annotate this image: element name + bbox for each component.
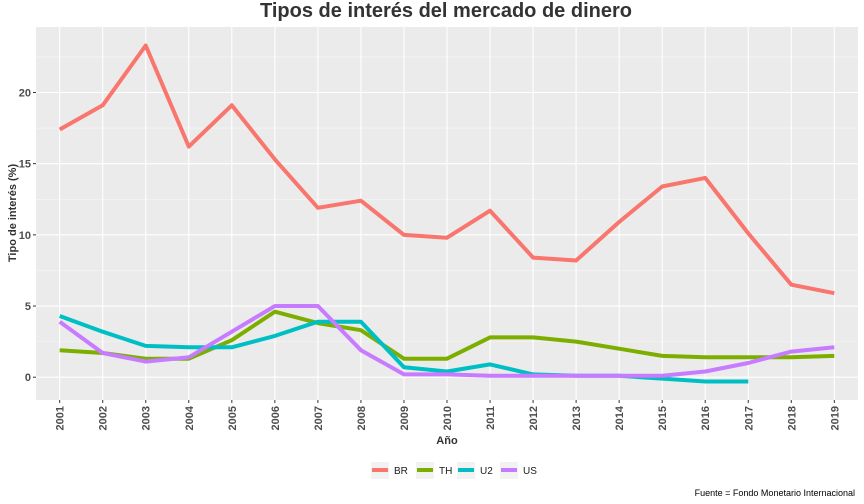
x-tick-label: 2009 (399, 406, 411, 430)
x-tick-label: 2017 (743, 406, 755, 430)
legend-label-us: US (523, 466, 537, 477)
grid-major (36, 27, 858, 400)
x-tick-label: 2008 (356, 406, 368, 430)
x-tick-label: 2015 (657, 406, 669, 430)
legend-label-br: BR (394, 466, 408, 477)
x-tick-label: 2003 (141, 406, 153, 430)
y-tick-label: 20 (19, 87, 31, 99)
x-axis-title: Año (436, 435, 458, 447)
x-tick-label: 2006 (270, 406, 282, 430)
x-tick-label: 2013 (571, 406, 583, 430)
x-tick-label: 2010 (442, 406, 454, 430)
y-tick-label: 0 (25, 372, 31, 384)
x-tick-label: 2002 (98, 406, 110, 430)
y-tick-label: 15 (19, 159, 31, 171)
y-axis-title: Tipo de interés (%) (7, 164, 19, 263)
series-lines (58, 43, 835, 384)
legend: BR TH U2 US (371, 462, 537, 479)
x-tick-label: 2019 (829, 406, 841, 430)
y-tick-label: 10 (19, 230, 31, 242)
x-tick-label: 2012 (528, 406, 540, 430)
caption: Fuente = Fondo Monetario Internacional (695, 488, 855, 498)
y-tick-label: 5 (25, 301, 31, 313)
legend-label-th: TH (439, 466, 452, 477)
y-axis-ticks: 0 5 10 15 20 (19, 87, 36, 384)
x-tick-label: 2007 (313, 406, 325, 430)
x-tick-label: 2001 (55, 406, 67, 430)
x-tick-label: 2014 (614, 405, 626, 430)
chart-title: Tipos de interés del mercado de dinero (260, 0, 632, 22)
x-tick-label: 2018 (786, 406, 798, 430)
x-tick-label: 2004 (184, 405, 196, 430)
x-tick-label: 2016 (700, 406, 712, 430)
x-axis-ticks: 2001 2002 2003 2004 2005 2006 2007 2008 2009 2010… (55, 400, 841, 430)
x-tick-label: 2011 (485, 406, 497, 430)
series-line-us (58, 304, 835, 378)
legend-label-u2: U2 (480, 466, 493, 477)
series-line-br (58, 43, 835, 296)
x-tick-label: 2005 (227, 406, 239, 430)
